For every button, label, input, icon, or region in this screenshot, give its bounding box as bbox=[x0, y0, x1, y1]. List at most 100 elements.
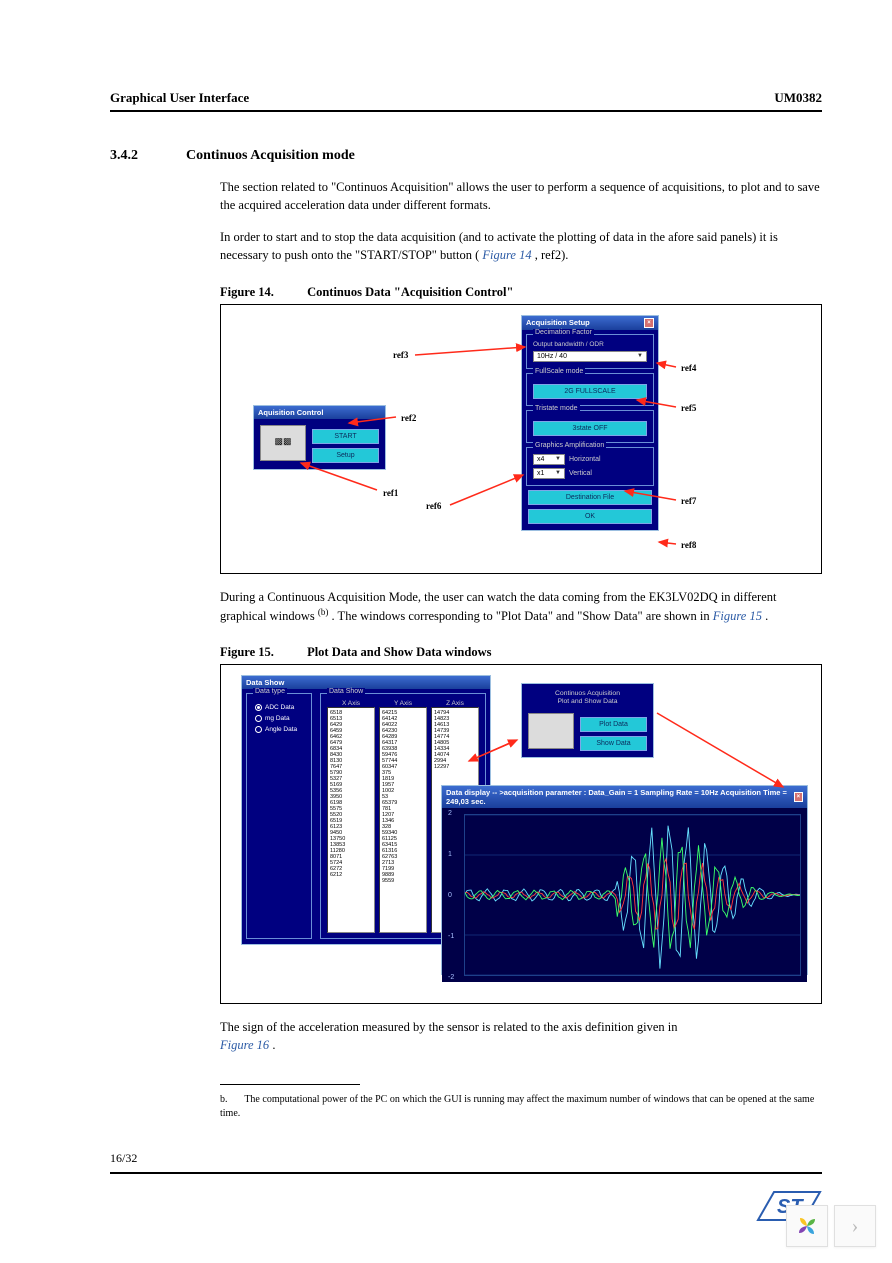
data-columns-label: Data Show bbox=[327, 688, 365, 695]
figure14-link[interactable]: Figure 14 bbox=[482, 248, 531, 262]
cont-acq-title: Continuos Acquisition Plot and Show Data bbox=[528, 690, 647, 707]
paragraph-2: In order to start and to stop the data a… bbox=[220, 228, 822, 264]
chevron-down-icon: ▼ bbox=[637, 353, 643, 359]
destination-file-button[interactable]: Destination File bbox=[528, 490, 652, 505]
section-number: 3.4.2 bbox=[110, 148, 138, 164]
chevron-right-icon: › bbox=[852, 1215, 859, 1238]
col-z-label: Z Axis bbox=[431, 700, 479, 707]
plot-ytick: 0 bbox=[448, 892, 452, 899]
footer-rule bbox=[110, 1172, 822, 1174]
paragraph-3: During a Continuous Acquisition Mode, th… bbox=[220, 588, 822, 625]
figure14-caption: Figure 14. Continuos Data "Acquisition C… bbox=[220, 285, 822, 300]
horiz-amp-value: x4 bbox=[537, 456, 544, 463]
datatype-radio[interactable]: ADC Data bbox=[255, 704, 303, 711]
acquisition-setup-window: Acquisition Setup × Decimation Factor Ou… bbox=[521, 315, 659, 531]
list-item: 6212 bbox=[330, 872, 372, 878]
vert-amp-value: x1 bbox=[537, 470, 544, 477]
figure15-title: Plot Data and Show Data windows bbox=[307, 645, 491, 659]
fullscale-button[interactable]: 2G FULLSCALE bbox=[533, 384, 647, 399]
label-ref8: ref8 bbox=[681, 540, 696, 550]
ok-button[interactable]: OK bbox=[528, 509, 652, 524]
figure14-title: Continuos Data "Acquisition Control" bbox=[307, 285, 513, 299]
label-ref1: ref1 bbox=[383, 488, 398, 498]
radio-label: ADC Data bbox=[265, 704, 294, 711]
col-y-label: Y Axis bbox=[379, 700, 427, 707]
graphamp-group: Graphics Amplification x4▼ Horizontal x1… bbox=[526, 447, 654, 486]
chevron-down-icon: ▼ bbox=[555, 470, 561, 476]
tristate-button[interactable]: 3state OFF bbox=[533, 421, 647, 436]
decimation-dropdown[interactable]: 10Hz / 40 ▼ bbox=[533, 351, 647, 362]
figure14-num: Figure 14. bbox=[220, 285, 274, 299]
y-axis-listbox[interactable]: 6421564142640226423064289643176393859476… bbox=[379, 707, 427, 933]
header-left: Graphical User Interface bbox=[110, 90, 249, 106]
fullscale-label: FullScale mode bbox=[533, 368, 585, 375]
show-data-button[interactable]: Show Data bbox=[580, 736, 647, 751]
x-axis-listbox[interactable]: 6518651364296459646264796834843081307647… bbox=[327, 707, 375, 933]
flower-icon[interactable] bbox=[786, 1205, 828, 1247]
decimation-label: Decimation Factor bbox=[533, 329, 594, 336]
para4-text-c: . bbox=[272, 1038, 275, 1052]
vert-amp-dropdown[interactable]: x1 ▼ bbox=[533, 468, 565, 479]
datatype-radio[interactable]: mg Data bbox=[255, 715, 303, 722]
plot-data-button[interactable]: Plot Data bbox=[580, 717, 647, 732]
plot-title: Data display -- >acquisition parameter :… bbox=[446, 788, 794, 806]
datatype-group: Data type ADC Datamg DataAngle Data bbox=[246, 693, 312, 939]
label-ref6: ref6 bbox=[426, 501, 441, 511]
para2-text-b: , ref2). bbox=[535, 248, 569, 262]
plot-ytick: 1 bbox=[448, 851, 452, 858]
list-item: 12297 bbox=[434, 764, 476, 770]
list-item: 9559 bbox=[382, 878, 424, 884]
fullscale-group: FullScale mode 2G FULLSCALE bbox=[526, 373, 654, 406]
section-title: Continuos Acquisition mode bbox=[186, 148, 355, 164]
cont-acq-thumbnail bbox=[528, 713, 574, 749]
plot-titlebar: Data display -- >acquisition parameter :… bbox=[442, 786, 807, 808]
label-ref3: ref3 bbox=[393, 350, 408, 360]
horiz-amp-dropdown[interactable]: x4 ▼ bbox=[533, 454, 565, 465]
figure16-link[interactable]: Figure 16 bbox=[220, 1038, 269, 1052]
chevron-down-icon: ▼ bbox=[555, 456, 561, 462]
horiz-amp-label: Horizontal bbox=[569, 456, 601, 463]
start-button[interactable]: START bbox=[312, 429, 379, 444]
datatype-radio[interactable]: Angle Data bbox=[255, 726, 303, 733]
label-ref5: ref5 bbox=[681, 403, 696, 413]
plot-ytick: 2 bbox=[448, 810, 452, 817]
acceleration-plot bbox=[465, 815, 800, 975]
figure15-caption: Figure 15. Plot Data and Show Data windo… bbox=[220, 645, 822, 660]
paragraph-4: The sign of the acceleration measured by… bbox=[220, 1018, 822, 1054]
label-ref4: ref4 bbox=[681, 363, 696, 373]
acq-setup-titlebar: Acquisition Setup × bbox=[522, 316, 658, 330]
para3-text-b: . The windows corresponding to "Plot Dat… bbox=[332, 609, 713, 623]
page-number: 16/32 bbox=[110, 1151, 822, 1166]
para3-text-c: . bbox=[765, 609, 768, 623]
paragraph-1: The section related to "Continuos Acquis… bbox=[220, 178, 822, 214]
data-show-title: Data Show bbox=[246, 678, 284, 687]
cont-acq-window: Continuos Acquisition Plot and Show Data… bbox=[521, 683, 654, 758]
radio-icon bbox=[255, 715, 262, 722]
graphamp-label: Graphics Amplification bbox=[533, 442, 606, 449]
plot-window: Data display -- >acquisition parameter :… bbox=[441, 785, 808, 975]
setup-button[interactable]: Setup bbox=[312, 448, 379, 463]
plot-ytick: -2 bbox=[448, 974, 454, 981]
next-button[interactable]: › bbox=[834, 1205, 876, 1247]
figure15-num: Figure 15. bbox=[220, 645, 274, 659]
radio-icon bbox=[255, 704, 262, 711]
radio-label: mg Data bbox=[265, 715, 290, 722]
acq-ctrl-titlebar: Aquisition Control bbox=[254, 406, 385, 419]
figure15-box: Data Show Data type ADC Datamg DataAngle… bbox=[220, 664, 822, 1004]
decimation-group: Decimation Factor Output bandwidth / ODR… bbox=[526, 334, 654, 369]
corner-widget: › bbox=[786, 1205, 876, 1247]
acq-ctrl-thumbnail: ▩▩ bbox=[260, 425, 306, 461]
decimation-sublabel: Output bandwidth / ODR bbox=[533, 341, 647, 348]
label-ref2: ref2 bbox=[401, 413, 416, 423]
footnote-ref-b: (b) bbox=[318, 607, 329, 617]
figure15-link[interactable]: Figure 15 bbox=[713, 609, 762, 623]
para4-text: The sign of the acceleration measured by… bbox=[220, 1020, 678, 1034]
close-icon[interactable]: × bbox=[794, 792, 803, 802]
footnote-label: b. bbox=[220, 1093, 242, 1107]
acquisition-control-window: Aquisition Control ▩▩ START Setup bbox=[253, 405, 386, 470]
figure14-box: ref3 ref2 ref1 ref4 ref5 ref6 ref7 ref8 … bbox=[220, 304, 822, 574]
acq-setup-title: Acquisition Setup bbox=[526, 318, 590, 327]
section-heading: 3.4.2 Continuos Acquisition mode bbox=[110, 148, 822, 164]
page-header: Graphical User Interface UM0382 bbox=[110, 90, 822, 112]
close-icon[interactable]: × bbox=[644, 318, 654, 328]
